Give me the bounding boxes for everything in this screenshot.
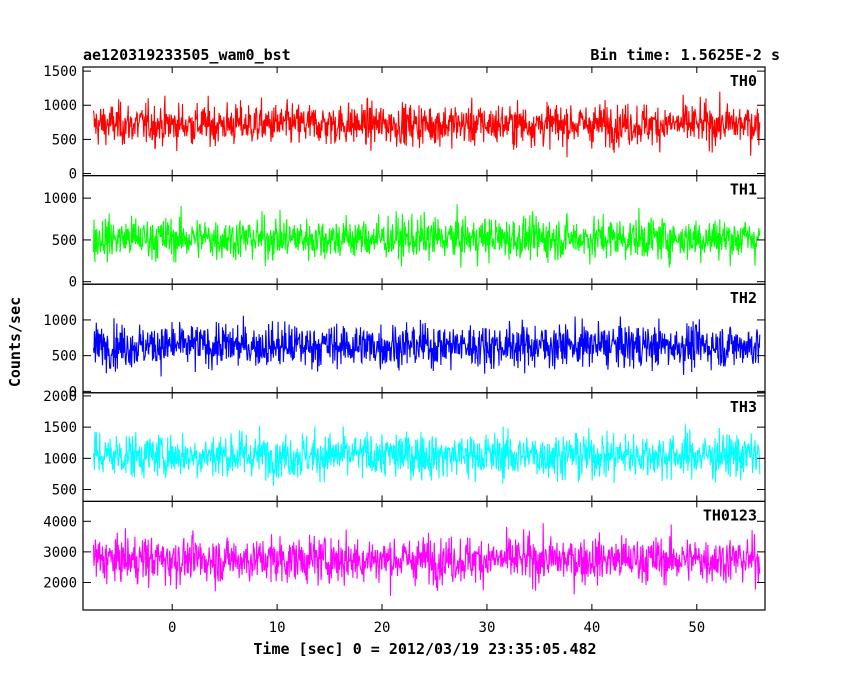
y-tick-label-th2: 1000: [43, 313, 77, 329]
y-tick-label-th1: 500: [52, 233, 77, 249]
x-tick-label: 20: [374, 620, 391, 636]
panel-label-th0123: TH0123: [703, 506, 757, 524]
chart-title: ae120319233505_wam0_bst: [83, 46, 291, 64]
panel-label-th1: TH1: [730, 181, 757, 199]
panel-frame-th0123: [82, 500, 766, 611]
y-tick-label-th0: 1000: [43, 98, 77, 114]
panel-label-th0: TH0: [730, 72, 757, 90]
x-axis-label: Time [sec] 0 = 2012/03/19 23:35:05.482: [253, 640, 596, 658]
x-tick-label: 0: [168, 620, 176, 636]
y-tick-label-th3: 2000: [43, 389, 77, 405]
y-axis-label: Counts/sec: [6, 297, 24, 387]
y-tick-label-th0: 500: [52, 132, 77, 148]
series-line-th1: [92, 204, 761, 268]
series-line-th0123: [92, 523, 761, 596]
y-tick-label-th0: 1500: [43, 64, 77, 80]
y-tick-label-th0123: 2000: [43, 575, 77, 591]
bin-time-label: Bin time: 1.5625E-2 s: [590, 46, 780, 64]
x-tick-label: 30: [479, 620, 496, 636]
y-tick-label-th3: 1000: [43, 451, 77, 467]
y-tick-label-th1: 1000: [43, 191, 77, 207]
series-line-th3: [92, 424, 761, 487]
y-tick-label-th3: 1500: [43, 420, 77, 436]
y-tick-label-th0: 0: [69, 167, 77, 183]
y-tick-label-th2: 0: [69, 384, 77, 400]
series-line-th0: [92, 91, 761, 158]
series-line-th2: [92, 315, 761, 377]
y-tick-label-th3: 500: [52, 483, 77, 499]
x-tick-label: 50: [688, 620, 705, 636]
y-tick-label-th1: 0: [69, 275, 77, 291]
x-tick-label: 40: [583, 620, 600, 636]
panel-label-th2: TH2: [730, 289, 757, 307]
y-tick-label-th0123: 4000: [43, 514, 77, 530]
y-tick-label-th2: 500: [52, 349, 77, 365]
x-tick-label: 10: [269, 620, 286, 636]
y-tick-label-th0123: 3000: [43, 545, 77, 561]
panel-label-th3: TH3: [730, 398, 757, 416]
